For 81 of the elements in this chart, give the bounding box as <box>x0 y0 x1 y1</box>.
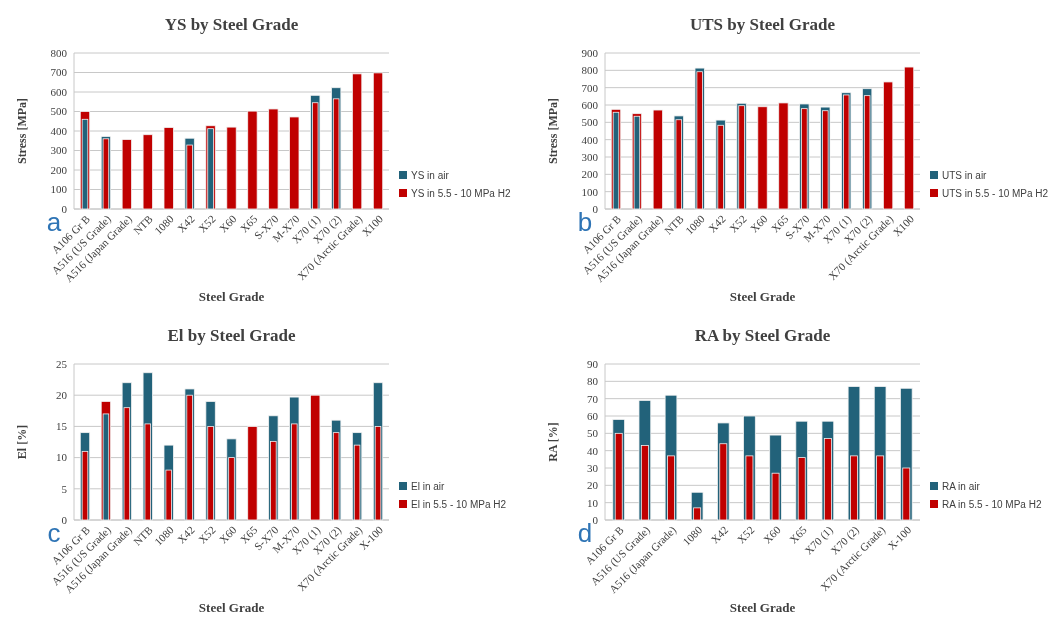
bar <box>226 126 237 210</box>
x-tick-label: X52 <box>734 523 757 546</box>
legend-label: El in 5.5 - 10 MPa H2 <box>411 498 507 510</box>
legend-label: UTS in air <box>942 169 988 181</box>
text: d <box>577 518 593 548</box>
bar <box>163 127 174 210</box>
legend-label: RA in air <box>942 480 981 492</box>
y-tick-label: 200 <box>581 168 599 181</box>
y-tick-label: 500 <box>581 116 599 129</box>
x-tick-label: X42 <box>174 523 197 546</box>
x-tick-label: X52 <box>195 212 218 235</box>
legend-label: YS in air <box>411 169 450 181</box>
y-tick-label: 0 <box>592 513 599 526</box>
y-tick-label: 0 <box>61 202 68 215</box>
chart-title: YS by Steel Grade <box>164 15 299 34</box>
y-tick-label: 0 <box>592 202 599 215</box>
legend-label: RA in 5.5 - 10 MPa H2 <box>942 498 1042 510</box>
x-tick-label: X60 <box>216 212 239 235</box>
bar <box>372 72 384 210</box>
y-tick-label: 100 <box>581 185 599 198</box>
y-tick-label: 600 <box>581 98 599 111</box>
y-tick-label: 800 <box>581 64 599 77</box>
y-tick-label: 400 <box>581 133 599 146</box>
y-tick-label: 900 <box>581 46 599 59</box>
y-tick-label: 100 <box>50 183 68 196</box>
legend-label: El in air <box>411 480 446 492</box>
legend-label: YS in 5.5 - 10 MPa H2 <box>411 187 511 199</box>
y-tick-label: 800 <box>50 46 68 59</box>
x-axis-title: Steel Grade <box>198 289 265 304</box>
text: a <box>46 207 62 237</box>
y-tick-label: 60 <box>587 409 599 422</box>
x-axis-title: Steel Grade <box>729 289 796 304</box>
y-tick-label: 700 <box>50 66 68 79</box>
text: b <box>577 207 593 237</box>
chart-title: El by Steel Grade <box>167 326 296 345</box>
y-tick-label: 20 <box>587 479 599 492</box>
y-tick-label: 80 <box>587 375 599 388</box>
y-tick-label: 0 <box>61 513 68 526</box>
bar <box>268 108 279 210</box>
bar <box>142 134 153 210</box>
y-tick-label: 15 <box>56 420 68 433</box>
x-tick-label: X42 <box>174 212 197 235</box>
y-tick-label: 20 <box>56 389 68 402</box>
y-tick-label: 300 <box>50 144 68 157</box>
y-tick-label: 70 <box>587 392 599 405</box>
y-tick-label: 5 <box>61 482 68 495</box>
x-tick-label: X52 <box>726 212 749 235</box>
bar <box>351 73 363 210</box>
y-tick-label: 40 <box>587 444 599 457</box>
y-tick-label: 400 <box>50 124 68 137</box>
y-tick-label: 25 <box>56 357 68 370</box>
y-axis-title: Stress [MPa] <box>15 97 29 165</box>
x-axis-title: Steel Grade <box>729 600 796 615</box>
y-tick-label: 500 <box>50 105 68 118</box>
x-tick-label: X65 <box>786 523 810 546</box>
x-tick-label: X42 <box>708 523 731 546</box>
legend-label: UTS in 5.5 - 10 MPa H2 <box>942 187 1049 199</box>
x-tick-label: X60 <box>747 212 770 235</box>
x-tick-label: X42 <box>705 212 728 235</box>
y-axis-title: Stress [MPa] <box>546 97 560 165</box>
text: c <box>47 518 61 548</box>
chart-title: RA by Steel Grade <box>694 326 831 345</box>
y-tick-label: 30 <box>587 461 599 474</box>
bar <box>289 116 300 210</box>
x-axis-title: Steel Grade <box>198 600 265 615</box>
chart-title: UTS by Steel Grade <box>690 15 836 34</box>
x-tick-label: X60 <box>760 523 784 546</box>
y-tick-label: 50 <box>587 427 599 440</box>
y-tick-label: 300 <box>581 150 599 163</box>
bar <box>121 139 132 210</box>
y-tick-label: 700 <box>581 81 599 94</box>
x-tick-label: X52 <box>195 523 218 546</box>
bar <box>247 110 258 210</box>
y-tick-label: 200 <box>50 163 68 176</box>
y-tick-label: 10 <box>587 496 599 509</box>
x-tick-label: X60 <box>216 523 239 546</box>
y-axis-title: RA [%] <box>546 422 560 462</box>
y-tick-label: 90 <box>587 357 599 370</box>
y-axis-title: El [%] <box>15 424 29 460</box>
y-tick-label: 10 <box>56 451 68 464</box>
y-tick-label: 600 <box>50 85 68 98</box>
